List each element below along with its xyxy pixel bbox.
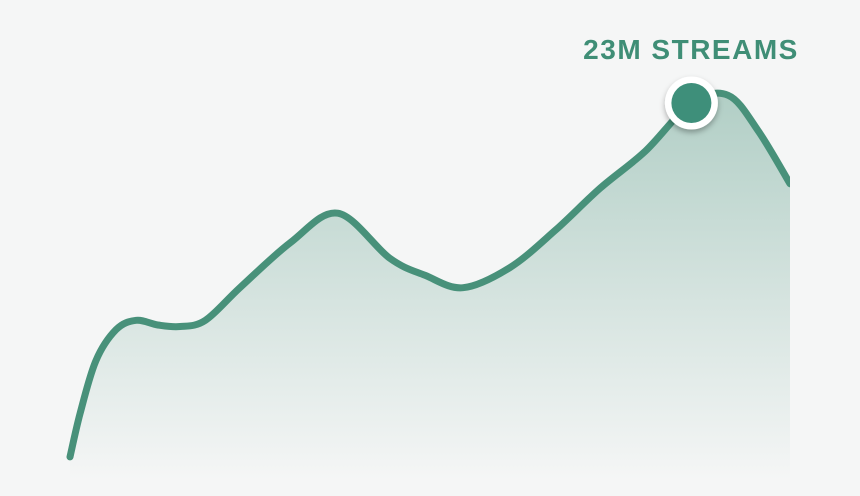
- streams-annotation-label: 23M STREAMS: [583, 34, 799, 65]
- streams-area-fill: [70, 93, 790, 483]
- peak-marker: [664, 76, 718, 130]
- peak-marker-dot: [671, 83, 712, 123]
- streams-trend-line: [66, 89, 790, 461]
